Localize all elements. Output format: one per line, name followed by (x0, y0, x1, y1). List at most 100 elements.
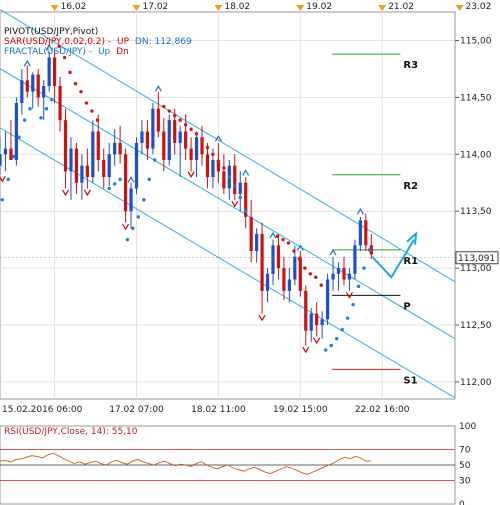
sar-dot (303, 266, 307, 270)
fractal-down-icon (313, 337, 321, 345)
candle-body (9, 148, 13, 160)
rsi-axis: 100 70 50 30 0 (459, 422, 476, 505)
fractal-legend-dn: Dn (116, 47, 129, 57)
bottom-date-label: 15.02.2016 06:00 (2, 405, 83, 415)
pivot-label-r2: R2 (403, 181, 418, 192)
candle-body (293, 256, 297, 280)
candle-body (20, 80, 24, 104)
sar-dot (238, 195, 242, 200)
fractal-legend-label: FRACTAL(USD/JPY) - (4, 47, 92, 57)
candle-body (53, 57, 57, 86)
fractal-up-icon (127, 176, 135, 183)
top-date-label: 19.02 (306, 2, 332, 12)
bottom-date-label: 19.02 15:00 (273, 405, 328, 415)
sar-dot (147, 177, 151, 182)
price-chart: R3 R2 R1 P S1 115,00 114,50 114,00 113,50 113,00… (0, 2, 499, 415)
fractal-up-icon (269, 231, 277, 239)
sar-dot (6, 177, 10, 182)
sar-legend-up: UP (117, 37, 130, 47)
sar-dot (39, 116, 43, 120)
candle-body (194, 137, 199, 160)
candle-body (118, 142, 122, 155)
pivot-label-p: P (403, 301, 410, 312)
y-tick-label: 114,50 (460, 93, 492, 103)
parabolic-sar (0, 44, 372, 352)
sar-dot (131, 226, 135, 230)
sar-dot (275, 234, 280, 238)
sar-dot (227, 175, 232, 179)
y-tick-label: 114,00 (460, 150, 492, 160)
candle-body (287, 279, 291, 291)
sar-dot (216, 159, 221, 163)
date-marker-icon (50, 5, 59, 11)
candle-body (260, 233, 264, 291)
candle-body (151, 108, 155, 149)
top-date-label: 23.02 (466, 2, 492, 12)
candle-body (0, 154, 2, 166)
candle-body (74, 148, 79, 183)
fractal-up-icon (356, 208, 364, 215)
candle-body (134, 142, 139, 189)
arrow-head-icon (406, 231, 418, 245)
fractal-legend: FRACTAL(USD/JPY) - Up Dn (4, 47, 129, 57)
fractal-up-icon (329, 249, 337, 256)
fractal-up-icon (296, 244, 304, 251)
candle-body (102, 159, 106, 178)
sar-dot (28, 107, 32, 111)
sar-dot (22, 118, 27, 122)
sar-dot (50, 97, 54, 102)
candle-body (167, 120, 171, 160)
candle-body (3, 148, 8, 155)
candle-body (369, 245, 373, 255)
sar-dot (118, 177, 122, 182)
top-date-label: 18.02 (224, 2, 250, 12)
top-date-label: 17.02 (143, 2, 169, 12)
candle-body (156, 108, 160, 132)
candle-body (42, 85, 46, 98)
channel-line (0, 127, 456, 399)
fractal-up-icon (154, 85, 162, 92)
fractal-down-icon (231, 201, 239, 208)
fractal-down-icon (62, 189, 70, 197)
candle-body (364, 220, 368, 246)
sar-dot (297, 257, 302, 261)
candle-body (96, 131, 100, 160)
candle-body (36, 74, 40, 98)
sar-dot (189, 127, 193, 131)
rsi-tick-label: 50 (459, 461, 471, 471)
candle-body (244, 182, 248, 217)
candle-body (233, 165, 237, 195)
sar-dot (125, 237, 130, 242)
bottom-date-axis: 15.02.2016 06:00 17.02 07:00 18.02 11:00 19… (2, 405, 410, 415)
candle-body (249, 216, 253, 252)
trend-channel (0, 8, 456, 399)
candle-body (358, 220, 362, 246)
candle-body (216, 159, 220, 172)
fractal-down-icon (302, 346, 310, 354)
sar-dot (84, 101, 89, 105)
candle-body (14, 103, 18, 160)
sar-dot (244, 209, 248, 213)
sar-dot (205, 145, 210, 150)
date-marker-icon (296, 5, 305, 11)
sar-dot (345, 316, 350, 320)
channel-line (0, 8, 456, 283)
candle-body (47, 57, 51, 86)
rsi-series-line (0, 452, 372, 475)
date-marker-icon (214, 5, 223, 11)
candle-body (276, 245, 281, 269)
sar-dot (173, 113, 177, 118)
channel-line (0, 68, 456, 340)
rsi-chart: 100 70 50 30 0 RSI(USD/JPY,Close, 14): 55,10 (0, 422, 476, 505)
candle-body (304, 290, 308, 331)
candle-body (58, 85, 62, 121)
candle-body (91, 131, 95, 178)
bottom-date-label: 22.02 16:00 (355, 405, 410, 415)
candle-body (342, 268, 346, 280)
rsi-tick-label: 100 (459, 422, 476, 432)
top-date-label: 21.02 (388, 2, 414, 12)
candle-body (189, 148, 193, 160)
candle-body (353, 245, 357, 274)
sar-dot (222, 166, 226, 170)
